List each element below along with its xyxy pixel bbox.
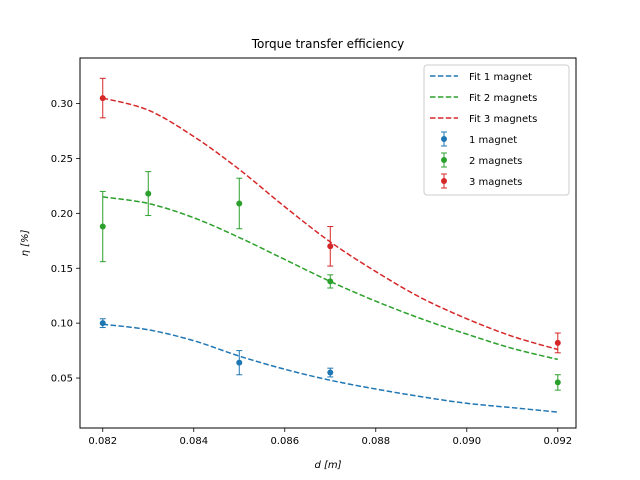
data-point [99, 223, 106, 230]
data-point [99, 320, 106, 327]
legend-fit-label: Fit 2 magnets [469, 93, 537, 104]
data-point [327, 369, 334, 376]
plot-frame [79, 57, 577, 429]
legend-fit-label: Fit 1 magnet [469, 72, 532, 83]
legend-series-label: 3 magnets [469, 177, 522, 188]
x-tick-label: 0.082 [88, 436, 117, 447]
legend-marker [441, 178, 447, 184]
y-tick-label: 0.30 [51, 99, 73, 110]
y-axis-label: η [%] [20, 229, 31, 256]
data-point [236, 200, 243, 207]
y-tick-label: 0.25 [51, 154, 73, 165]
legend-series-label: 1 magnet [469, 135, 517, 146]
x-tick-label: 0.092 [543, 436, 572, 447]
x-tick-label: 0.086 [270, 436, 299, 447]
legend-box [423, 64, 570, 196]
y-tick-label: 0.05 [51, 374, 73, 385]
x-axis-label: d [m] [314, 460, 341, 471]
y-axis: 0.05 0.10 0.15 0.20 0.25 0.30 [51, 99, 80, 385]
y-tick-label: 0.10 [51, 319, 73, 330]
legend-marker [441, 136, 447, 142]
x-tick-label: 0.084 [179, 436, 208, 447]
x-tick-label: 0.088 [361, 436, 390, 447]
x-axis: 0.082 0.084 0.086 0.088 0.090 0.092 [88, 428, 572, 447]
data-point [554, 379, 561, 386]
x-tick-label: 0.090 [452, 436, 481, 447]
data-point [554, 339, 561, 346]
y-tick-label: 0.15 [51, 264, 73, 275]
legend-marker [441, 157, 447, 163]
legend-fit-label: Fit 3 magnets [469, 114, 537, 125]
legend-series-label: 2 magnets [469, 156, 522, 167]
plot-area [99, 77, 561, 413]
data-point [327, 278, 334, 285]
fit-line-2 [102, 196, 558, 361]
legend: Fit 1 magnet Fit 2 magnets Fit 3 magnets 1 … [423, 64, 570, 196]
chart-title: Torque transfer efficiency [251, 37, 405, 51]
data-point [327, 243, 334, 250]
data-point [145, 190, 152, 197]
data-point [236, 359, 243, 366]
y-tick-label: 0.20 [51, 209, 73, 220]
data-point [99, 95, 106, 102]
